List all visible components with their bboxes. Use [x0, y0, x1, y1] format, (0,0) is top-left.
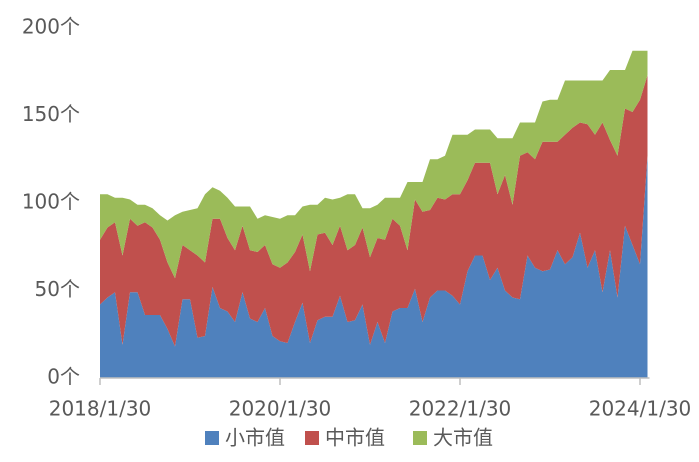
legend-swatch: [305, 431, 319, 445]
legend-label: 中市值: [325, 426, 385, 450]
area: [100, 50, 648, 279]
y-tick-label: 100个: [22, 190, 80, 214]
x-tick-label: 2018/1/30: [49, 397, 152, 421]
y-tick-label: 0个: [47, 365, 80, 389]
legend-swatch: [413, 431, 427, 445]
area: [100, 75, 648, 347]
x-tick-label: 2022/1/30: [409, 397, 512, 421]
y-tick-label: 200个: [22, 15, 80, 39]
x-tick-label: 2020/1/30: [229, 397, 332, 421]
legend-label: 小市值: [225, 426, 285, 450]
y-tick-label: 50个: [35, 277, 80, 301]
y-tick-label: 150个: [22, 102, 80, 126]
legend-label: 大市值: [433, 426, 493, 450]
x-tick-label: 2024/1/30: [589, 397, 692, 421]
legend-swatch: [205, 431, 219, 445]
area: [100, 155, 648, 378]
